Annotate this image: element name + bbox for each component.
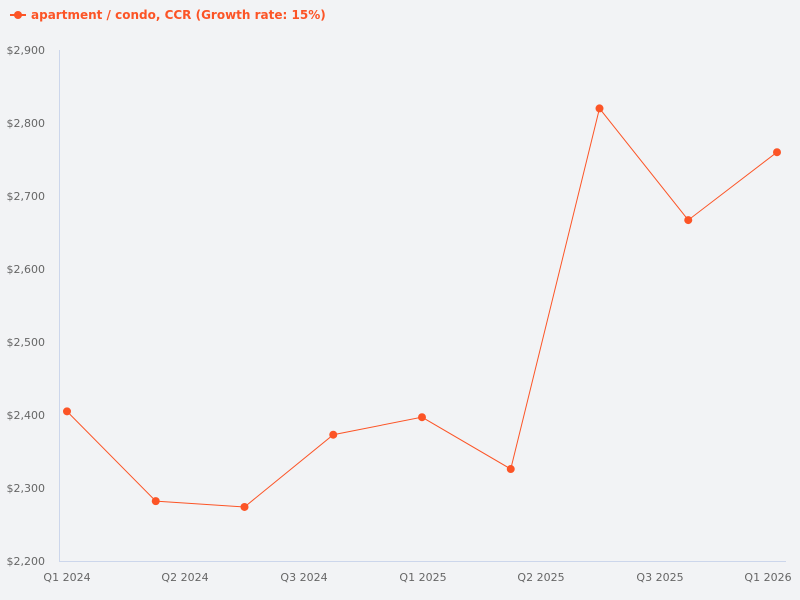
y-tick-label: $2,400 xyxy=(7,409,46,422)
y-tick-label: $2,300 xyxy=(7,482,46,495)
data-point[interactable] xyxy=(63,407,71,416)
y-tick-label: $2,900 xyxy=(7,44,46,57)
y-tick-label: $2,600 xyxy=(7,263,46,276)
x-tick-label: Q1 2026 xyxy=(744,571,791,584)
data-point[interactable] xyxy=(240,502,249,511)
x-tick-label: Q3 2025 xyxy=(636,571,683,584)
legend-item[interactable]: apartment / condo, CCR (Growth rate: 15%… xyxy=(10,8,326,22)
data-point[interactable] xyxy=(151,497,160,506)
y-tick-label: $2,700 xyxy=(7,190,46,203)
x-tick-label: Q3 2024 xyxy=(280,571,327,584)
x-tick-label: Q2 2024 xyxy=(161,571,208,584)
legend-label: apartment / condo, CCR (Growth rate: 15%… xyxy=(31,8,326,22)
data-point[interactable] xyxy=(773,148,781,157)
y-tick-label: $2,800 xyxy=(7,117,46,130)
data-point[interactable] xyxy=(506,465,515,474)
data-point[interactable] xyxy=(595,104,604,113)
series-line xyxy=(63,104,781,511)
data-point[interactable] xyxy=(329,430,338,439)
y-axis: $2,200 $2,300 $2,400 $2,500 $2,600 $2,700 $2,8… xyxy=(7,44,46,568)
x-tick-label: Q1 2025 xyxy=(399,571,446,584)
x-axis: Q1 2024 Q2 2024 Q3 2024 Q1 2025 Q2 2025 Q3 20… xyxy=(43,571,791,584)
legend-line-marker-icon xyxy=(10,10,26,20)
data-point[interactable] xyxy=(684,216,693,225)
x-tick-label: Q2 2025 xyxy=(517,571,564,584)
data-point[interactable] xyxy=(418,413,426,422)
y-tick-label: $2,500 xyxy=(7,336,46,349)
x-tick-label: Q1 2024 xyxy=(43,571,90,584)
y-tick-label: $2,200 xyxy=(7,555,46,568)
